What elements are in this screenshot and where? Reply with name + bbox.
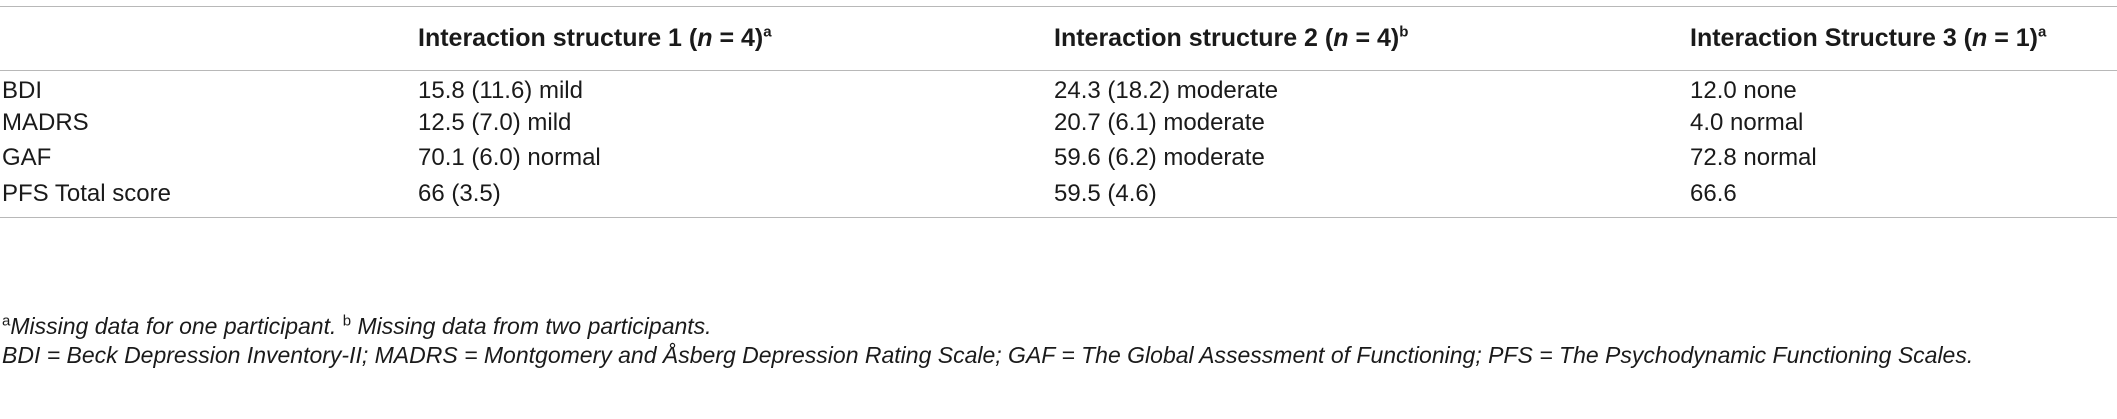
table-footnotes: aMissing data for one participant. b Mis… (2, 312, 2112, 370)
table-cell: 66 (3.5) (418, 175, 1054, 218)
footnote-mark-b: b (342, 312, 352, 330)
header-row: Interaction structure 1 (n = 4)a Interac… (0, 6, 2117, 71)
table-cell: 59.5 (4.6) (1054, 175, 1690, 218)
header-cell-empty (0, 6, 418, 71)
table-cell: 12.0 none (1690, 77, 1797, 105)
header-cell-structure-1: Interaction structure 1 (n = 4)a (418, 6, 1054, 71)
header-cell-structure-3: Interaction Structure 3 (n = 1)a (1690, 6, 2117, 71)
table-cell: 70.1 (6.0) normal (418, 144, 601, 171)
row-label: MADRS (2, 109, 89, 136)
row-label: PFS Total score (0, 175, 418, 218)
table-cell: 66.6 (1690, 175, 2117, 218)
table-cell: 24.3 (18.2) moderate (1054, 77, 1279, 105)
table-cell: 72.8 normal (1690, 144, 1817, 171)
table-row: BDI 15.8 (11.6) mild 24.3 (18.2) moderat… (0, 71, 2117, 106)
table-cell: 4.0 normal (1690, 109, 1804, 136)
footnote-missing-data: aMissing data for one participant. b Mis… (2, 312, 2112, 341)
table-cell: 12.5 (7.0) mild (418, 109, 572, 136)
table-row: PFS Total score 66 (3.5) 59.5 (4.6) 66.6 (0, 175, 2117, 218)
footnote-b-text: Missing data from two participants. (351, 313, 712, 339)
footnote-abbreviations: BDI = Beck Depression Inventory-II; MADR… (2, 342, 1974, 368)
row-label: GAF (2, 144, 52, 171)
row-label: BDI (2, 77, 43, 105)
table-cell: 59.6 (6.2) moderate (1054, 144, 1265, 171)
table-cell: 20.7 (6.1) moderate (1054, 109, 1265, 136)
table-cell: 15.8 (11.6) mild (418, 77, 583, 105)
table-row: GAF 70.1 (6.0) normal 59.6 (6.2) moderat… (0, 141, 2117, 176)
footnote-a-text: Missing data for one participant. (10, 313, 337, 339)
footnote-mark-a: a (2, 312, 11, 330)
table-row: MADRS 12.5 (7.0) mild 20.7 (6.1) moderat… (0, 106, 2117, 141)
results-table: Interaction structure 1 (n = 4)a Interac… (0, 6, 2117, 218)
header-cell-structure-2: Interaction structure 2 (n = 4)b (1054, 6, 1690, 71)
